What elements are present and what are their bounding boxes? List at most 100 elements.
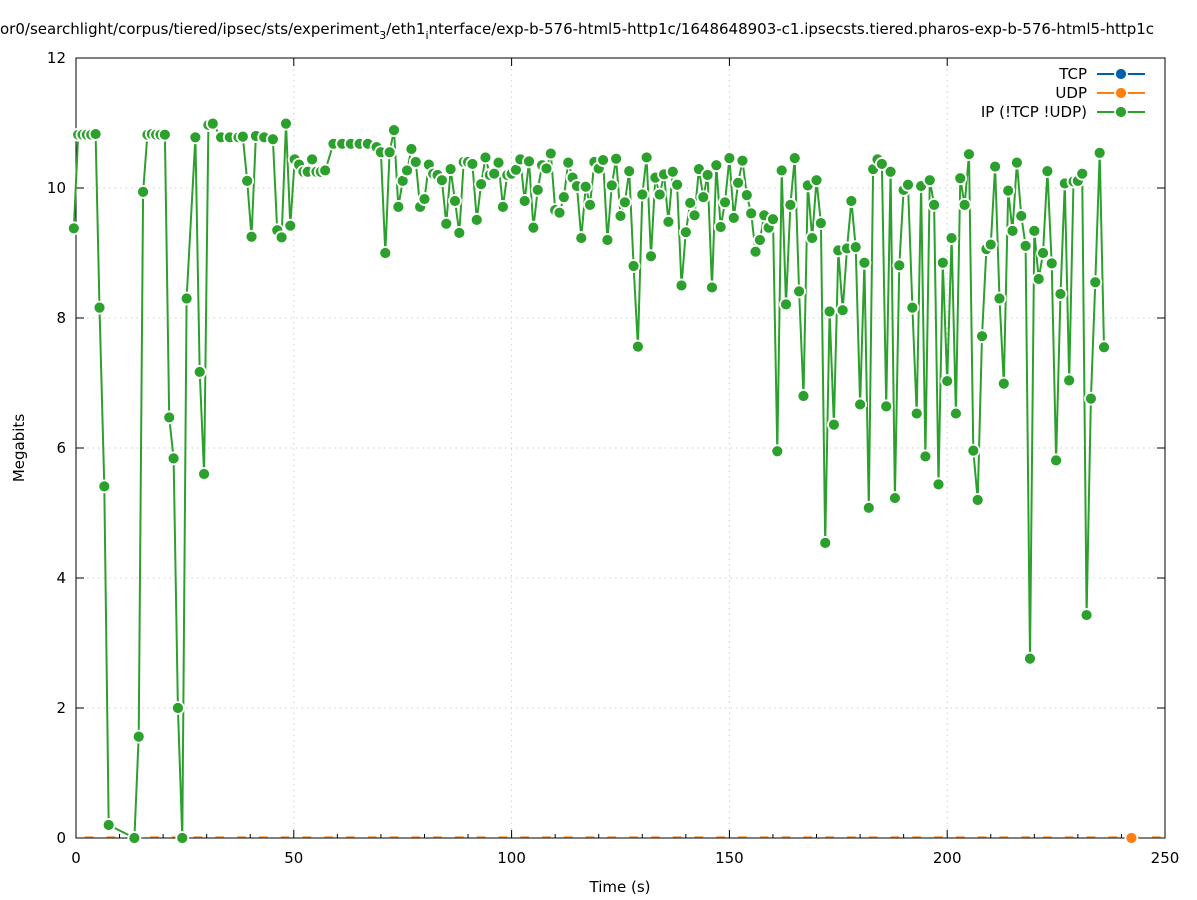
- ip-data-point: [883, 164, 898, 179]
- ip-data-point: [197, 467, 211, 481]
- ip-data-point: [774, 163, 789, 178]
- ip-data-point: [683, 196, 698, 210]
- ip-data-point: [491, 155, 506, 170]
- ip-data-point: [1031, 272, 1046, 286]
- ip-data-point: [805, 231, 820, 245]
- ip-data-point: [901, 177, 915, 192]
- x-axis-title: Time (s): [589, 878, 651, 896]
- ip-data-point: [944, 231, 959, 245]
- ip-data-point: [240, 173, 255, 188]
- ip-data-point: [609, 151, 624, 166]
- ip-series-line: [72, 122, 1105, 839]
- ip-data-point: [465, 157, 480, 171]
- ip-data-point: [935, 255, 950, 270]
- ip-data-point: [678, 225, 693, 240]
- ip-data-point: [827, 417, 841, 432]
- ip-data-point: [391, 199, 406, 214]
- ip-data-point: [382, 145, 397, 160]
- ip-data-point: [988, 159, 1003, 174]
- ip-data-point: [526, 220, 541, 235]
- ip-data-point: [857, 255, 872, 270]
- ip-data-point: [696, 190, 711, 205]
- ip-data-point: [157, 127, 172, 142]
- ip-data-point: [744, 206, 759, 221]
- ip-data-point: [265, 132, 280, 147]
- legend-label-ip: IP (!TCP !UDP): [981, 103, 1087, 121]
- x-tick-label: 150: [715, 849, 744, 867]
- chart-title: or0/searchlight/corpus/tiered/ipsec/sts/…: [0, 20, 1154, 42]
- ip-data-point: [1023, 651, 1037, 666]
- ip-data-point: [1014, 209, 1029, 223]
- ip-data-point: [962, 147, 976, 162]
- ip-data-point: [996, 376, 1011, 391]
- y-axis-title: Megabits: [10, 414, 28, 482]
- ip-data-point: [101, 818, 116, 832]
- x-tick-label: 50: [284, 849, 303, 867]
- grid-lines: [76, 58, 1165, 838]
- x-tick-label: 100: [497, 849, 526, 867]
- ip-data-point: [205, 116, 220, 131]
- ip-data-point: [244, 229, 259, 244]
- legend-marker-tcp: [1114, 67, 1128, 81]
- y-tick-label: 10: [47, 179, 66, 197]
- title-part-1: or0/searchlight/corpus/tiered/ipsec/sts/…: [0, 20, 379, 38]
- ip-data-point: [931, 477, 946, 492]
- ip-data-point: [556, 190, 571, 205]
- ip-data-point: [495, 199, 510, 214]
- udp-data-point: [1124, 831, 1139, 845]
- ip-data-point: [1092, 145, 1107, 160]
- y-tick-label: 12: [47, 49, 66, 67]
- ip-data-point: [448, 194, 462, 208]
- ip-data-point: [435, 173, 449, 188]
- ip-data-point: [583, 197, 597, 212]
- ip-data-point: [748, 244, 763, 259]
- y-tick-label: 2: [56, 699, 66, 717]
- ip-data-point: [766, 212, 780, 227]
- ip-data-point: [835, 303, 850, 318]
- ip-data-point: [1001, 183, 1016, 198]
- ip-data-point: [940, 374, 955, 388]
- legend-label-tcp: TCP: [1058, 65, 1087, 83]
- ip-data-point: [543, 146, 558, 161]
- title-part-3: nterface/exp-b-576-html5-http1c/16486489…: [429, 20, 1155, 38]
- ip-data-point: [670, 177, 685, 192]
- ip-data-point: [844, 194, 859, 208]
- ip-data-point: [888, 491, 902, 505]
- ip-data-point: [631, 339, 645, 354]
- legend-marker-udp: [1114, 86, 1128, 100]
- y-tick-label: 8: [56, 309, 66, 327]
- ip-data-point: [600, 233, 615, 247]
- ip-data-point: [622, 164, 637, 179]
- ip-data-point: [617, 195, 632, 210]
- ip-data-point: [136, 184, 150, 199]
- ip-data-point: [166, 451, 181, 466]
- ip-data-point: [652, 187, 667, 202]
- ip-data-point: [966, 443, 981, 458]
- title-sub-2: i: [425, 29, 428, 42]
- ip-data-point: [179, 291, 194, 306]
- y-tick-label: 4: [56, 569, 66, 587]
- ip-data-point: [861, 500, 876, 515]
- ip-data-point: [452, 225, 467, 240]
- ip-data-point: [892, 258, 907, 273]
- chart-title-text: or0/searchlight/corpus/tiered/ipsec/sts/…: [0, 20, 1154, 42]
- ip-data-point: [539, 161, 554, 176]
- ip-data-point: [992, 291, 1007, 306]
- ip-data-point: [853, 397, 867, 412]
- ip-data-point: [66, 221, 81, 236]
- ip-data-point: [1053, 287, 1068, 301]
- ip-data-point: [92, 300, 107, 315]
- ip-data-point: [665, 164, 680, 179]
- ip-data-point: [1075, 166, 1090, 181]
- ip-data-point: [709, 158, 724, 173]
- ip-data-point: [635, 187, 650, 202]
- plot-frame: [75, 57, 1166, 839]
- ip-data-point: [739, 188, 754, 203]
- ip-data-point: [700, 168, 715, 182]
- ip-data-point: [644, 249, 658, 264]
- ip-data-point: [387, 123, 401, 138]
- ip-data-point: [162, 410, 177, 425]
- ip-data-point: [626, 259, 641, 273]
